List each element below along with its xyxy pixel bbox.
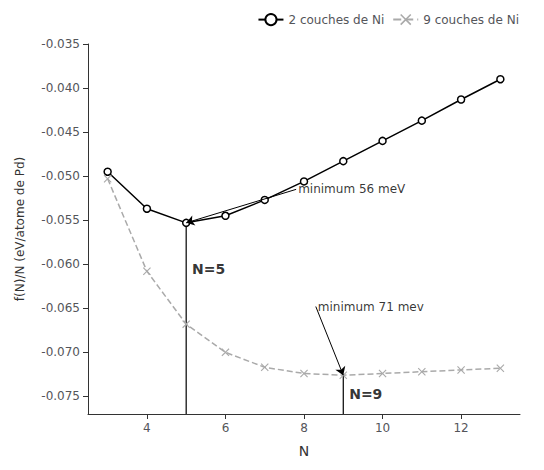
svg-text:-0.060: -0.060 xyxy=(41,257,80,271)
svg-text:9 couches de Ni: 9 couches de Ni xyxy=(423,13,519,27)
svg-text:-0.050: -0.050 xyxy=(41,169,80,183)
svg-text:N=9: N=9 xyxy=(349,386,382,402)
svg-text:N: N xyxy=(299,443,309,459)
svg-text:-0.055: -0.055 xyxy=(41,213,80,227)
svg-text:10: 10 xyxy=(375,421,390,435)
svg-text:N=5: N=5 xyxy=(192,261,225,277)
svg-text:-0.040: -0.040 xyxy=(41,81,80,95)
svg-text:-0.075: -0.075 xyxy=(41,389,80,403)
svg-text:6: 6 xyxy=(222,421,230,435)
svg-text:12: 12 xyxy=(453,421,468,435)
svg-text:f(N)/N (eV/atome de Pd): f(N)/N (eV/atome de Pd) xyxy=(13,157,27,301)
svg-text:4: 4 xyxy=(143,421,151,435)
svg-text:minimum 71 mev: minimum 71 mev xyxy=(318,300,424,314)
svg-text:2 couches de Ni: 2 couches de Ni xyxy=(288,13,384,27)
svg-text:-0.045: -0.045 xyxy=(41,125,80,139)
svg-text:8: 8 xyxy=(300,421,308,435)
svg-text:-0.065: -0.065 xyxy=(41,301,80,315)
svg-text:minimum 56 meV: minimum 56 meV xyxy=(298,182,406,196)
svg-text:-0.070: -0.070 xyxy=(41,345,80,359)
svg-text:-0.035: -0.035 xyxy=(41,37,80,51)
